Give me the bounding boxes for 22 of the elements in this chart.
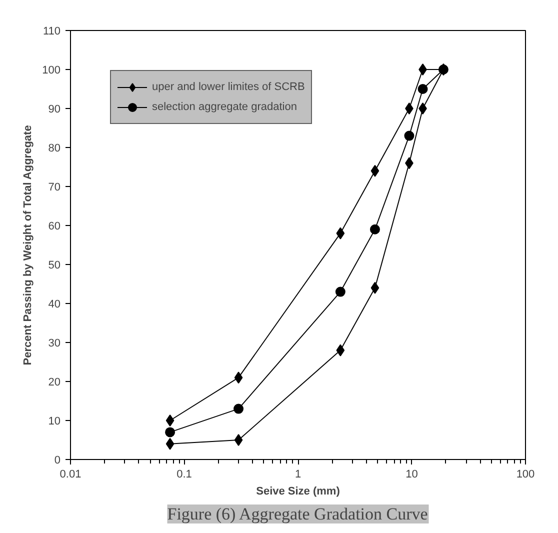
y-tick-label: 30 — [48, 338, 61, 350]
x-tick-label: 0.1 — [176, 468, 192, 480]
y-tick-label: 100 — [42, 64, 61, 76]
y-tick-label: 60 — [48, 220, 61, 232]
y-tick-label: 10 — [48, 416, 61, 428]
y-tick-label: 80 — [48, 142, 61, 154]
x-tick-label: 100 — [516, 468, 535, 480]
legend-label: uper and lower limites of SCRB — [152, 81, 305, 93]
y-tick-label: 90 — [48, 104, 61, 116]
y-tick-label: 0 — [54, 454, 61, 466]
y-tick-label: 110 — [42, 26, 61, 38]
x-tick-label: 1 — [294, 468, 302, 480]
x-axis-title: Seive Size (mm) — [256, 486, 340, 498]
y-tick-label: 70 — [48, 182, 61, 194]
y-tick-label: 20 — [48, 376, 61, 388]
text: Figure (6) Aggregate Gradation Curve — [167, 504, 428, 524]
x-tick-label: 0.01 — [60, 468, 82, 480]
y-tick-label: 40 — [48, 298, 61, 310]
y-axis-title: Percent Passing by Weight of Total Aggregate — [22, 125, 34, 366]
legend-label: selection aggregate gradation — [152, 101, 297, 113]
x-tick-label: 10 — [406, 468, 418, 480]
y-tick-label: 50 — [48, 260, 61, 272]
